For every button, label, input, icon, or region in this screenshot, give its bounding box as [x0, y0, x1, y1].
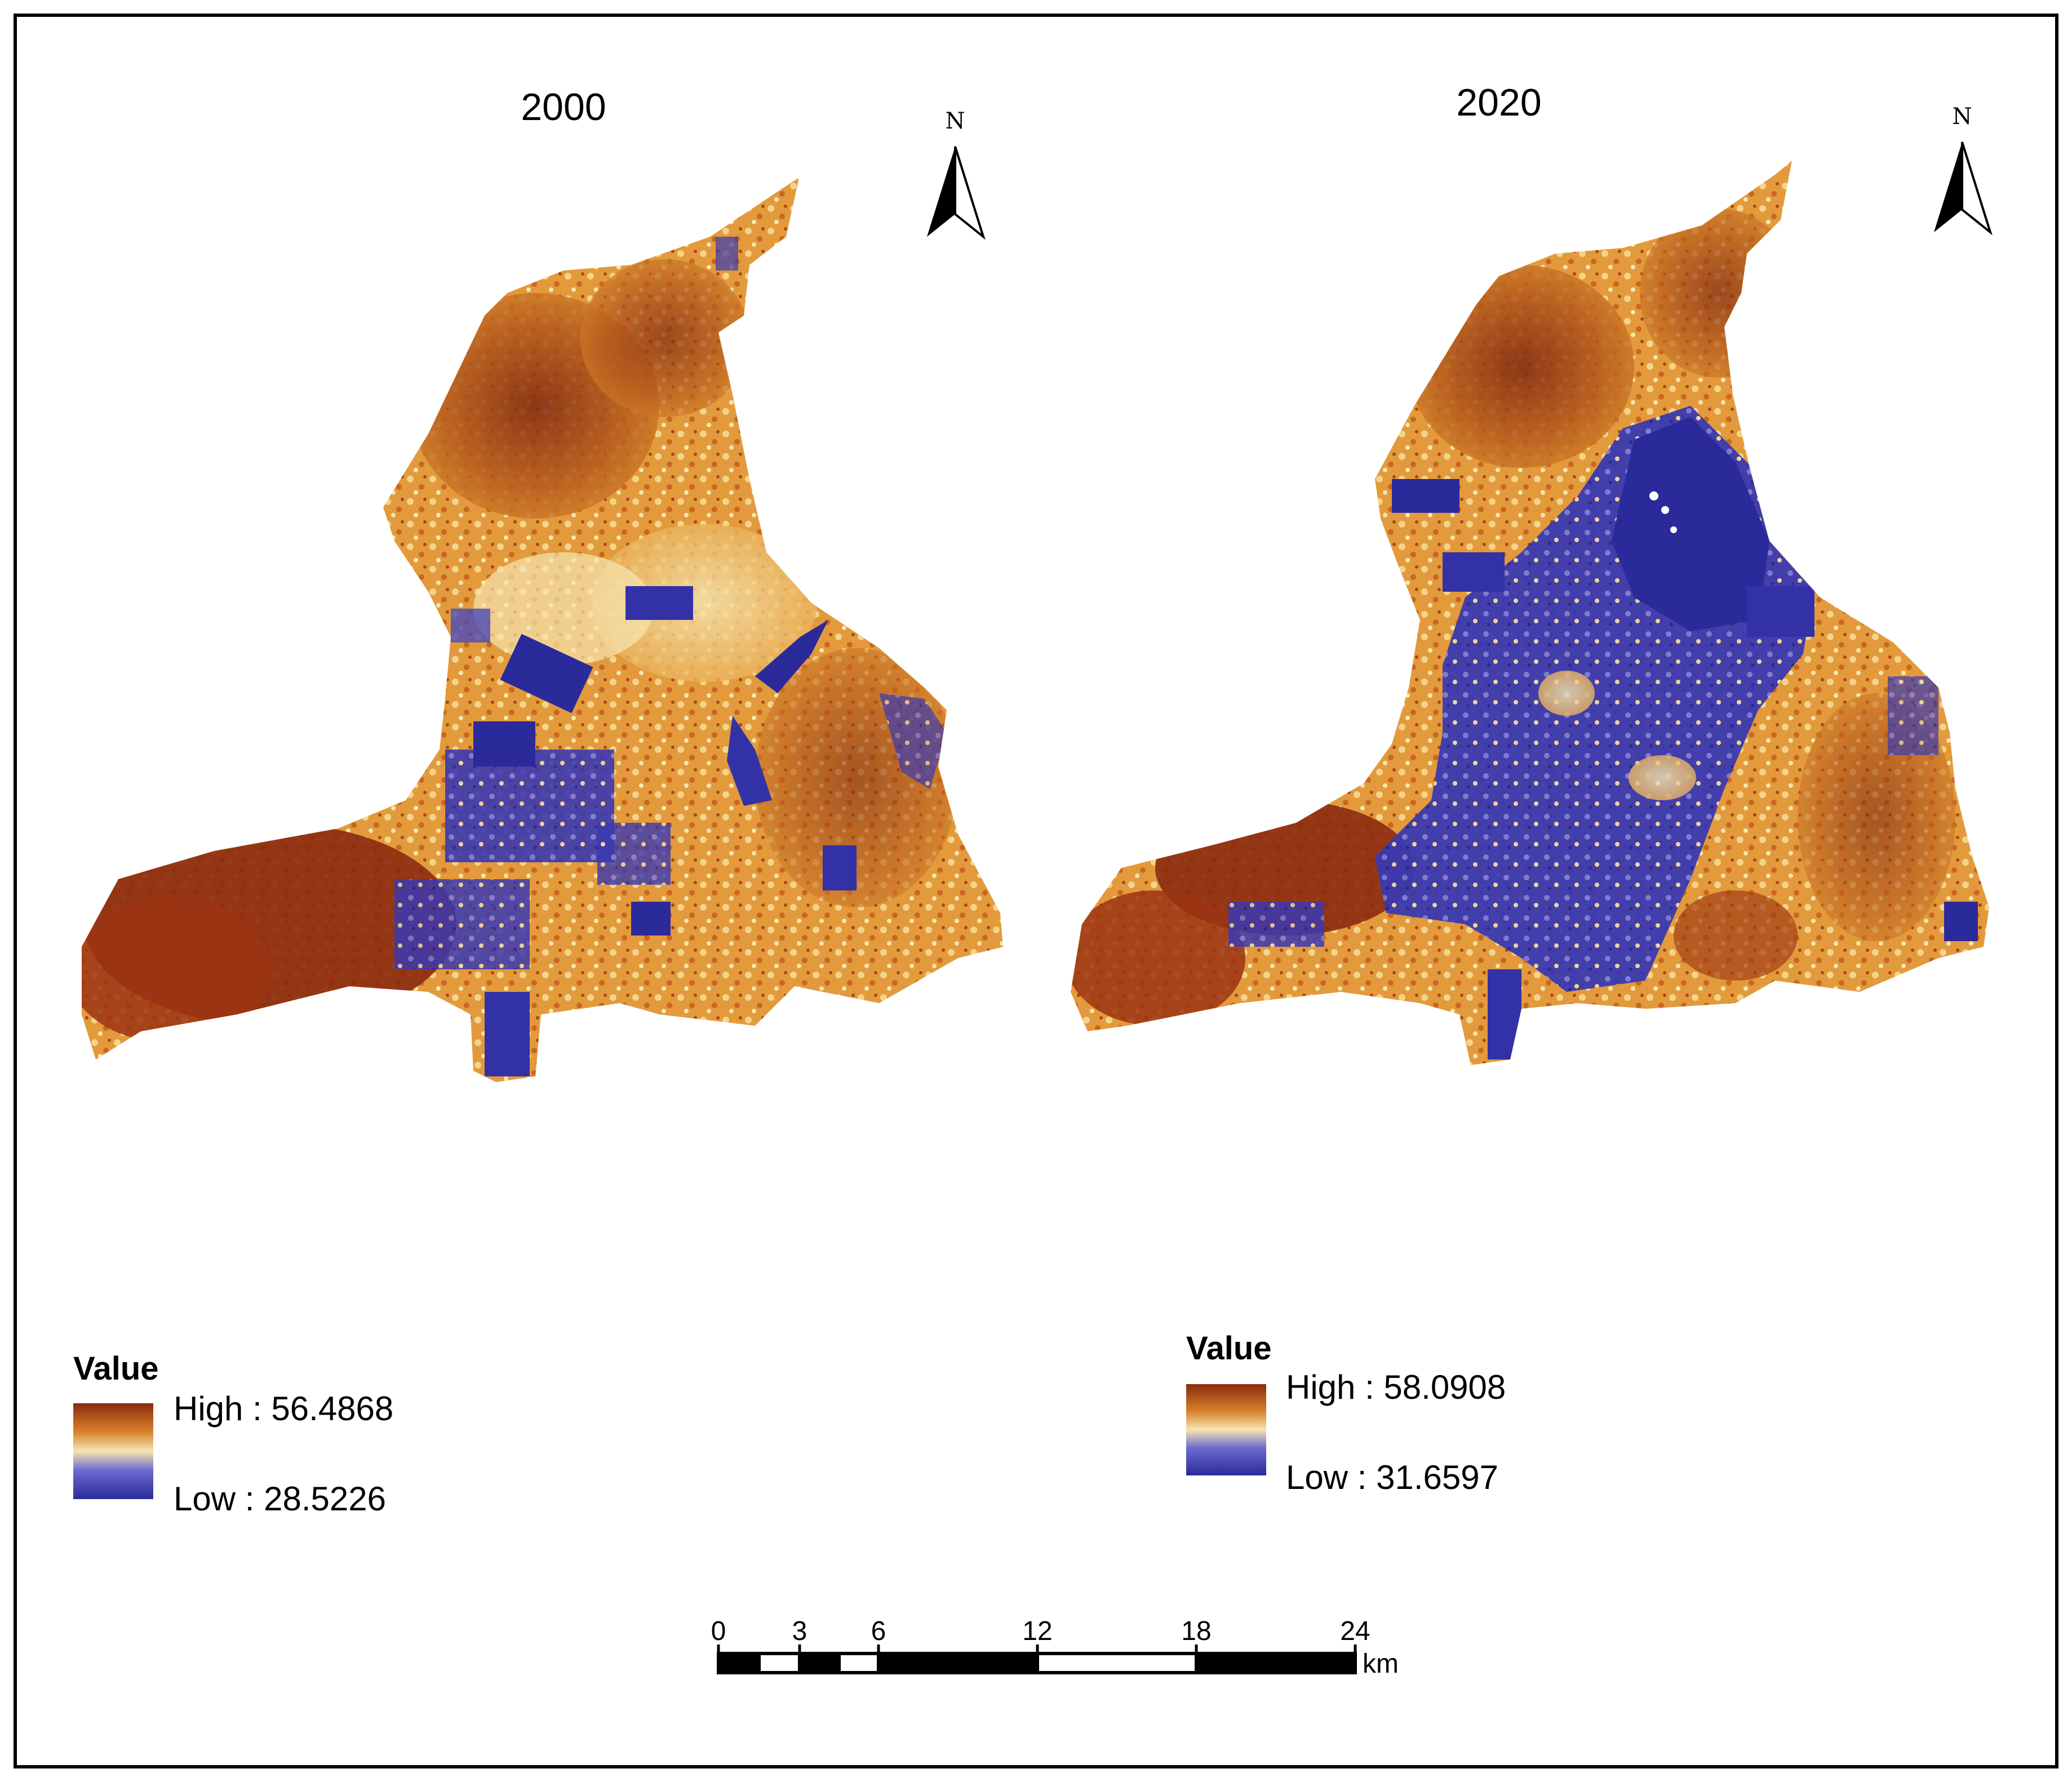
- legend-2020-heading: Value: [1186, 1330, 1272, 1367]
- map-2000: 2000 N: [82, 86, 1003, 1082]
- scale-tick-0: 0: [711, 1616, 726, 1646]
- scale-tick-12: 12: [1022, 1616, 1052, 1646]
- scale-unit: km: [1363, 1649, 1399, 1679]
- north-arrow-2020: N: [1934, 104, 1993, 236]
- scale-tick-6: 6: [871, 1616, 886, 1646]
- legend-2000-heading: Value: [73, 1350, 159, 1387]
- north-arrow-2000: N: [927, 108, 986, 240]
- map-frame: [14, 14, 2058, 1768]
- legend-2000-high-label: High : 56.4868: [174, 1390, 393, 1428]
- legend-2020-low-label: Low : 31.6597: [1286, 1459, 1498, 1496]
- raster-2000: [82, 178, 1003, 1082]
- legend-2020-high-label: High : 58.0908: [1286, 1368, 1506, 1406]
- north-arrow-2020-label: N: [1953, 104, 1972, 130]
- scale-bar-ticks: [717, 1644, 1357, 1654]
- scale-tick-18: 18: [1181, 1616, 1211, 1646]
- legend-2000: Value High : 56.4868 Low : 28.5226: [73, 1350, 393, 1518]
- scale-tick-24: 24: [1340, 1616, 1370, 1646]
- scale-bar: 0 3 6 12 18 24 km: [711, 1616, 1399, 1679]
- north-arrow-2000-label: N: [946, 108, 965, 134]
- map-2020-title: 2020: [1456, 81, 1541, 124]
- map-2020: 2020 N: [1071, 81, 1993, 1065]
- legend-2020-color-ramp: [1186, 1384, 1266, 1475]
- raster-2020: [1071, 161, 1989, 1065]
- legend-2020: Value High : 58.0908 Low : 31.6597: [1186, 1330, 1506, 1496]
- legend-2000-color-ramp: [73, 1403, 153, 1499]
- legend-2000-low-label: Low : 28.5226: [174, 1480, 386, 1518]
- scale-tick-3: 3: [792, 1616, 807, 1646]
- map-2000-title: 2000: [521, 86, 606, 128]
